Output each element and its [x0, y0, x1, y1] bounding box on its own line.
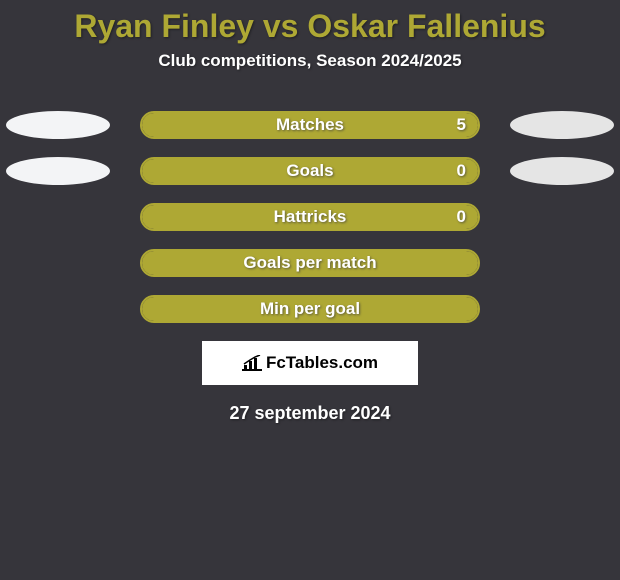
stat-rows: Matches 5 Goals 0 Hattricks 0 Goals per … [0, 111, 620, 323]
logo: FcTables.com [242, 353, 378, 373]
stat-bar: Matches 5 [140, 111, 480, 139]
bar-label: Goals [142, 159, 478, 183]
stat-row: Hattricks 0 [0, 203, 620, 231]
bar-value: 0 [457, 159, 466, 183]
bar-value: 0 [457, 205, 466, 229]
bar-label: Matches [142, 113, 478, 137]
logo-box: FcTables.com [202, 341, 418, 385]
right-ellipse [510, 157, 614, 185]
bar-label: Min per goal [142, 297, 478, 321]
page-title: Ryan Finley vs Oskar Fallenius [0, 0, 620, 45]
stat-row: Goals per match [0, 249, 620, 277]
date-text: 27 september 2024 [0, 403, 620, 424]
stat-row: Matches 5 [0, 111, 620, 139]
stat-bar: Goals per match [140, 249, 480, 277]
bar-value: 5 [457, 113, 466, 137]
stat-bar: Hattricks 0 [140, 203, 480, 231]
stat-row: Goals 0 [0, 157, 620, 185]
left-ellipse [6, 157, 110, 185]
subtitle: Club competitions, Season 2024/2025 [0, 51, 620, 71]
stat-bar: Goals 0 [140, 157, 480, 185]
logo-text: FcTables.com [266, 353, 378, 373]
stat-bar: Min per goal [140, 295, 480, 323]
chart-icon [242, 355, 262, 371]
right-ellipse [510, 111, 614, 139]
bar-label: Goals per match [142, 251, 478, 275]
left-ellipse [6, 111, 110, 139]
stat-row: Min per goal [0, 295, 620, 323]
bar-label: Hattricks [142, 205, 478, 229]
